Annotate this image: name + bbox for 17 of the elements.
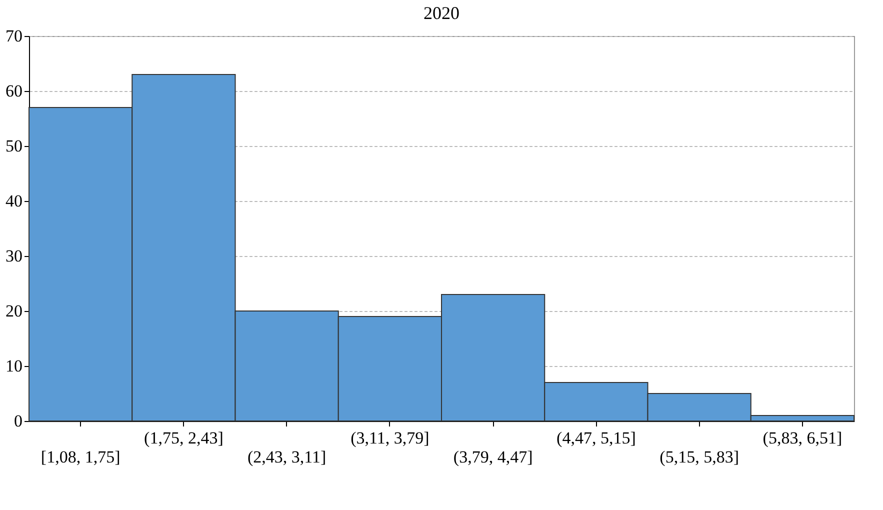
y-tick-label: 40 <box>6 192 22 210</box>
y-tick-label: 60 <box>6 82 22 100</box>
x-tick-label: (4,47, 5,15] <box>556 428 636 448</box>
x-tick-label: (2,43, 3,11] <box>247 448 326 466</box>
x-tick-label: (1,75, 2,43] <box>144 428 224 448</box>
y-tick-label: 0 <box>14 412 22 430</box>
x-tick-label: (5,83, 6,51] <box>762 428 842 448</box>
x-tick-label: (5,15, 5,83] <box>660 448 739 466</box>
y-tick-label: 50 <box>6 136 22 156</box>
y-tick-label: 70 <box>6 26 22 46</box>
y-tick-label: 30 <box>6 246 22 266</box>
x-tick-label: (3,79, 4,47] <box>453 448 533 466</box>
x-tick-label: [1,08, 1,75] <box>40 448 120 466</box>
y-tick-label: 20 <box>6 302 22 320</box>
y-tick-label: 10 <box>6 356 22 376</box>
chart-title: 2020 <box>424 3 460 23</box>
x-tick-label: (3,11, 3,79] <box>350 428 430 448</box>
